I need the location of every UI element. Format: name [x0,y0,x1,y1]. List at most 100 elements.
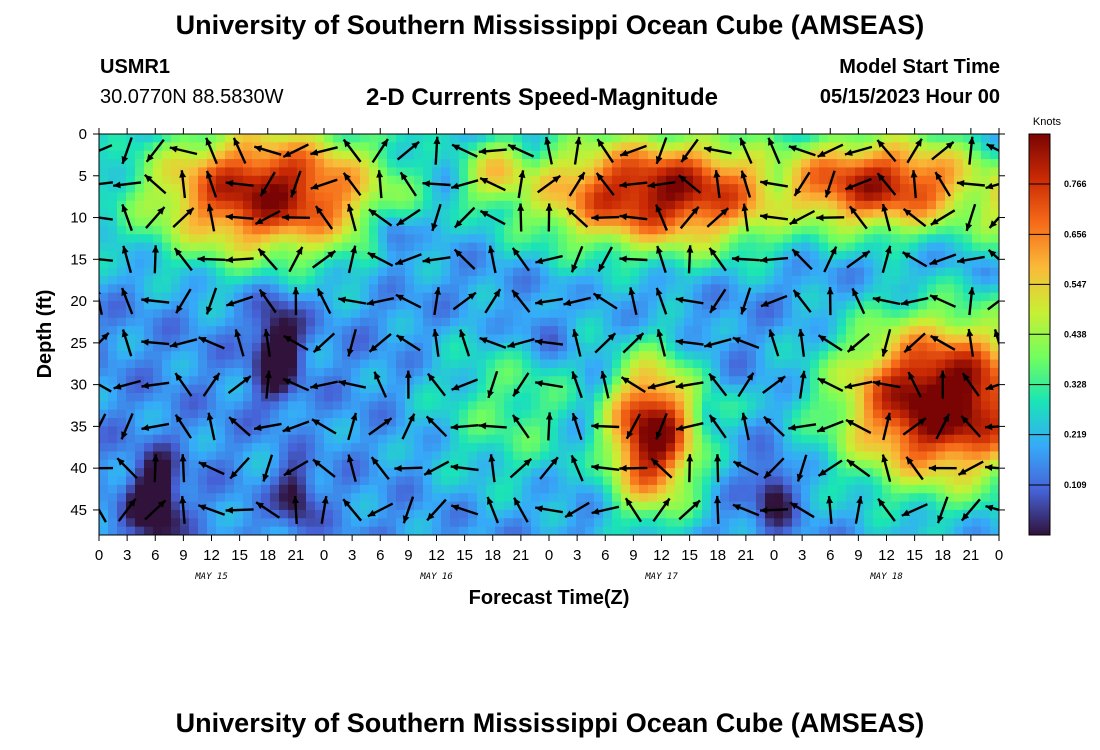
heatmap-cell [630,359,640,369]
heatmap-cell [342,192,352,202]
heatmap-cell [117,384,127,394]
current-vector-arrow [283,334,309,351]
heatmap-cell [918,217,928,227]
heatmap-cell [324,192,334,202]
heatmap-cell [297,518,307,528]
heatmap-cell [954,384,964,394]
heatmap-cell [405,309,415,319]
heatmap-cell [225,225,235,235]
heatmap-cell [873,326,883,336]
heatmap-cell [693,418,703,427]
heatmap-cell [297,309,307,319]
heatmap-cell [225,150,235,160]
heatmap-cell [684,351,694,361]
heatmap-cell [729,434,739,444]
heatmap-cell [891,409,901,419]
heatmap-cell [216,451,226,461]
heatmap-cell [486,484,496,494]
current-vector-arrow [536,174,562,194]
heatmap-cell [558,217,568,227]
heatmap-cell [612,426,622,436]
heatmap-cell [450,276,460,285]
heatmap-cell [828,418,838,427]
heatmap-cell [594,250,604,260]
heatmap-cell [360,509,370,519]
heatmap-cell [243,392,253,402]
heatmap-cell [324,234,334,244]
heatmap-cell [234,267,244,277]
heatmap-cell [855,276,865,285]
heatmap-cell [675,134,685,143]
heatmap-cell [954,267,964,277]
heatmap-cell [711,326,721,336]
heatmap-cell [846,200,856,210]
heatmap-cell [576,376,586,386]
heatmap-cell [369,493,379,503]
heatmap-cell [594,484,604,494]
heatmap-cell [531,150,541,160]
heatmap-cell [378,501,388,511]
heatmap-cell [513,242,523,252]
heatmap-cell [162,342,172,352]
heatmap-cell [963,426,973,436]
heatmap-cell [630,451,640,461]
heatmap-cell [207,526,217,535]
heatmap-cell [891,334,901,344]
heatmap-cell [918,326,928,336]
heatmap-cell [504,468,514,478]
heatmap-cell [531,443,541,453]
heatmap-cell [945,134,955,143]
heatmap-cell [486,459,496,469]
heatmap-cell [936,443,946,453]
heatmap-cell [378,359,388,369]
heatmap-cell [558,434,568,444]
heatmap-cell [927,409,937,419]
heatmap-cell [216,309,226,319]
heatmap-cell [990,476,999,486]
heatmap-cell [108,292,118,302]
heatmap-cell [486,259,496,269]
heatmap-cell [864,351,874,361]
heatmap-cell [477,359,487,369]
heatmap-cell [432,401,442,411]
heatmap-cell [153,192,163,202]
heatmap-cell [450,326,460,336]
heatmap-cell [297,434,307,444]
heatmap-cell [432,192,442,202]
heatmap-cell [774,242,784,252]
heatmap-cell [396,367,406,377]
heatmap-cell [495,451,505,461]
heatmap-cell [855,526,865,535]
heatmap-cell [180,242,190,252]
heatmap-cell [909,526,919,535]
heatmap-cell [648,134,658,143]
heatmap-cell [675,276,685,285]
heatmap-cell [666,292,676,302]
heatmap-cell [900,334,910,344]
heatmap-cell [414,225,424,235]
heatmap-cell [333,242,343,252]
heatmap-cell [99,476,109,486]
heatmap-cell [873,175,883,185]
heatmap-cell [702,376,712,386]
heatmap-cell [450,309,460,319]
heatmap-cell [972,501,982,511]
heatmap-cell [243,192,253,202]
heatmap-cell [981,225,991,235]
heatmap-cell [612,250,622,260]
heatmap-cell [972,217,982,227]
heatmap-cell [477,501,487,511]
heatmap-cell [297,509,307,519]
heatmap-cell [252,401,262,411]
heatmap-cell [783,134,793,143]
heatmap-cell [198,401,208,411]
heatmap-cell [846,276,856,285]
heatmap-cell [126,159,136,169]
heatmap-cell [621,292,631,302]
heatmap-cell [612,301,622,311]
heatmap-cell [108,384,118,394]
heatmap-cell [819,526,829,535]
heatmap-cell [135,367,145,377]
heatmap-cell [360,142,370,152]
heatmap-cell [387,392,397,402]
